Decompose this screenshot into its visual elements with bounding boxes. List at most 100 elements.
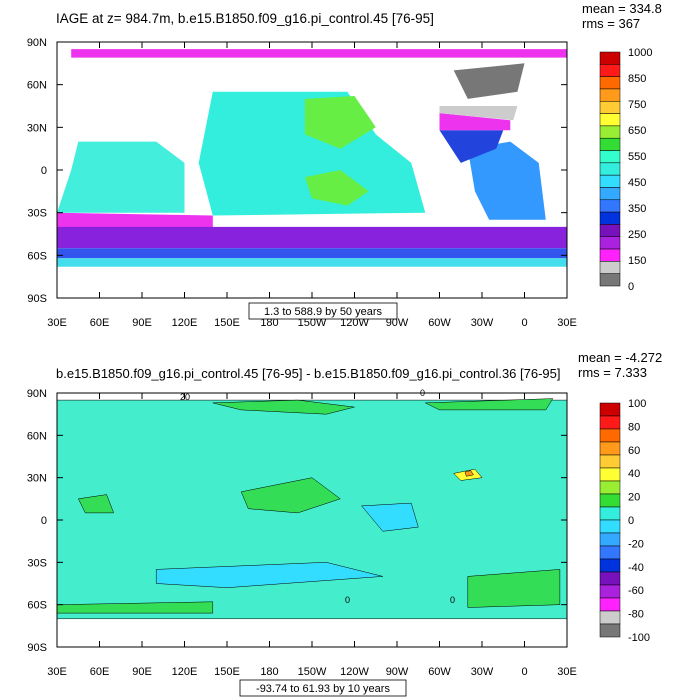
region-south-blue (57, 248, 567, 259)
colorbar-swatch (599, 441, 621, 456)
colorbar-swatch (599, 150, 621, 164)
region-indian-ocean (57, 141, 185, 213)
colorbar-swatch (599, 623, 621, 638)
colorbar-swatch (599, 584, 621, 599)
contour-label: 20 (180, 392, 190, 402)
colorbar-swatch (599, 467, 621, 482)
colorbar-swatch (599, 610, 621, 625)
range-label-box (239, 679, 407, 697)
x-tick-label: 120W (340, 317, 369, 329)
contour-label: 0 (420, 388, 425, 398)
region-east-pac-cyan (361, 502, 419, 532)
colorbar-swatch (599, 428, 621, 443)
range-label: -93.74 to 61.93 by 10 years (256, 683, 390, 695)
colorbar-label: -60 (628, 585, 644, 597)
region-nordic-dark (453, 63, 525, 99)
colorbar-label: 0 (628, 281, 634, 293)
x-tick-label: 0 (521, 666, 527, 678)
x-tick-label: 180 (260, 317, 278, 329)
colorbar-label: 550 (628, 151, 646, 163)
y-tick-label: 30N (27, 122, 47, 134)
region-n-atlantic-orange (464, 470, 474, 477)
region-pacific (198, 91, 426, 216)
colorbar-swatch (599, 261, 621, 274)
region-southern-purple (57, 226, 567, 249)
x-tick-label: 90E (132, 317, 152, 329)
contour-label: 0 (450, 595, 455, 605)
x-tick-label: 120E (172, 666, 198, 678)
colorbar-label: 850 (628, 73, 646, 85)
region-ocean-base (57, 399, 567, 620)
colorbar-label: 150 (628, 255, 646, 267)
x-tick-label: 150W (298, 666, 327, 678)
colorbar-swatch (599, 273, 621, 287)
range-label-box (248, 302, 398, 320)
colorbar-swatch (599, 211, 621, 225)
colorbar: 1000 850 750 650 550 450 350 250 150 0 (599, 47, 652, 293)
region-arctic-band (71, 49, 567, 58)
x-tick-label: 30E (47, 666, 67, 678)
colorbar-label: 80 (628, 421, 640, 433)
x-tick-label: 120E (172, 317, 198, 329)
colorbar-swatch (599, 597, 621, 612)
colorbar-label: 750 (628, 99, 646, 111)
colorbar-label: 350 (628, 203, 646, 215)
x-tick-label: 150W (298, 317, 327, 329)
y-tick-label: 0 (41, 165, 47, 177)
region-south-cyan (57, 258, 567, 267)
colorbar-label: 1000 (628, 47, 652, 59)
y-tick-label: 60S (27, 600, 47, 612)
colorbar-label: -20 (628, 538, 644, 550)
axes: 30E 60E 90E 120E 150E 180 150W 120W 90W 60W 30W 0 30… (27, 37, 577, 329)
colorbar-swatch (599, 137, 621, 151)
colorbar: 100 80 60 40 20 0 -20 -40 -60 -80 -100 (599, 398, 650, 644)
x-tick-label: 180 (260, 666, 278, 678)
colorbar-swatch (599, 248, 621, 262)
colorbar-label: 0 (628, 515, 634, 527)
colorbar-swatch (599, 558, 621, 573)
colorbar-label: 20 (628, 492, 640, 504)
colorbar-swatch (599, 402, 621, 417)
region-arctic-green (212, 399, 355, 415)
y-tick-label: 60N (27, 430, 47, 442)
colorbar-swatch (599, 125, 621, 139)
x-tick-label: 30E (557, 666, 577, 678)
colorbar-swatch (599, 101, 621, 114)
colorbar-label: 100 (628, 398, 646, 410)
x-tick-label: 60W (428, 666, 451, 678)
colorbar-swatch (599, 162, 621, 176)
colorbar-label: 40 (628, 468, 640, 480)
colorbar-swatch (599, 88, 621, 102)
colorbar-swatch (599, 545, 621, 560)
colorbar-label: 650 (628, 125, 646, 137)
colorbar-swatch (599, 506, 621, 521)
colorbar-label: 450 (628, 177, 646, 189)
colorbar-label: -40 (628, 562, 644, 574)
x-tick-label: 150E (214, 317, 240, 329)
region-atlantic-blue (467, 141, 546, 220)
range-label: 1.3 to 588.9 by 50 years (264, 306, 383, 318)
y-tick-label: 30S (27, 208, 47, 220)
colorbar-swatch (599, 187, 621, 201)
colorbar-swatch (599, 532, 621, 547)
y-tick-label: 90S (27, 642, 47, 654)
panel-title: IAGE at z= 984.7m, b.e15.B1850.f09_g16.p… (56, 11, 434, 26)
region-indian-green (77, 494, 115, 514)
y-tick-label: 30S (27, 557, 47, 569)
x-tick-label: 60E (90, 666, 110, 678)
colorbar-swatch (599, 415, 621, 430)
colorbar-swatch (599, 174, 621, 188)
panel-title: b.e15.B1850.f09_g16.pi_control.45 [76-95… (56, 366, 561, 381)
region-n-atlantic-grey (439, 106, 518, 121)
x-tick-label: 30W (471, 317, 494, 329)
region-s-indian-green (57, 601, 214, 614)
stat-mean: mean = 334.8 (582, 1, 662, 16)
region-n-atlantic-magenta (439, 113, 511, 131)
colorbar-label: 250 (628, 229, 646, 241)
colorbar-label: 60 (628, 445, 640, 457)
x-tick-label: 30E (47, 317, 67, 329)
region-n-pacific-green (304, 96, 376, 149)
colorbar-label: -80 (628, 609, 644, 621)
colorbar-swatch (599, 480, 621, 495)
